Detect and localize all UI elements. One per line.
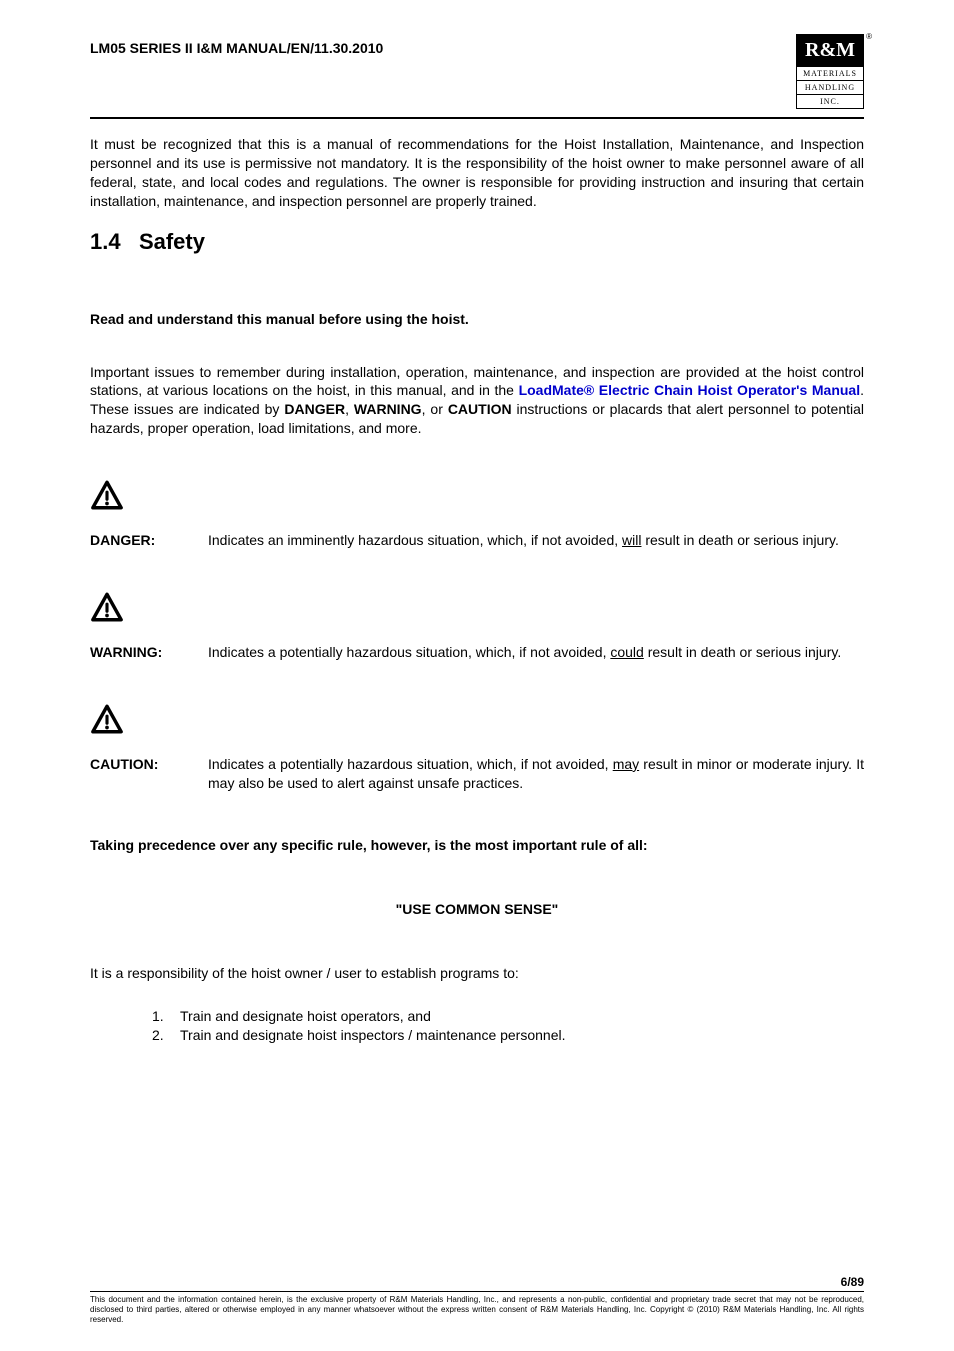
program-list: 1.Train and designate hoist operators, a… — [90, 1007, 864, 1046]
important-issues-paragraph: Important issues to remember during inst… — [90, 363, 864, 439]
common-sense-rule: "USE COMMON SENSE" — [90, 901, 864, 917]
page-header: LM05 SERIES II I&M MANUAL/EN/11.30.2010 … — [90, 34, 864, 109]
hazard-text: Indicates an imminently hazardous situat… — [208, 531, 864, 550]
hazard-definition: DANGER: Indicates an imminently hazardou… — [90, 478, 864, 550]
hazard-label: CAUTION: — [90, 755, 208, 793]
warning-icon — [90, 478, 124, 512]
hazard-text: Indicates a potentially hazardous situat… — [208, 755, 864, 793]
section-heading: 1.4 Safety — [90, 229, 864, 255]
hazard-label: DANGER: — [90, 531, 208, 550]
header-rule — [90, 117, 864, 119]
page-number: 6/89 — [90, 1275, 864, 1289]
logo-brand: R&M — [796, 34, 864, 67]
section-number: 1.4 — [90, 229, 121, 254]
warning-icon — [90, 702, 124, 736]
precedence-line: Taking precedence over any specific rule… — [90, 837, 864, 853]
responsibility-line: It is a responsibility of the hoist owne… — [90, 965, 864, 981]
page-footer: 6/89 This document and the information c… — [90, 1275, 864, 1325]
read-instruction: Read and understand this manual before u… — [90, 311, 864, 327]
hazard-text: Indicates a potentially hazardous situat… — [208, 643, 864, 662]
list-item: 1.Train and designate hoist operators, a… — [152, 1007, 864, 1027]
section-title: Safety — [139, 229, 205, 254]
document-title: LM05 SERIES II I&M MANUAL/EN/11.30.2010 — [90, 34, 383, 56]
logo-line-2: HANDLING — [796, 81, 864, 95]
company-logo: ® R&M MATERIALS HANDLING INC. — [796, 34, 864, 109]
warning-icon — [90, 590, 124, 624]
hazard-definition: WARNING: Indicates a potentially hazardo… — [90, 590, 864, 662]
footer-disclaimer: This document and the information contai… — [90, 1295, 864, 1325]
footer-rule — [90, 1291, 864, 1292]
operators-manual-link[interactable]: LoadMate® Electric Chain Hoist Operator'… — [519, 382, 861, 398]
list-item: 2.Train and designate hoist inspectors /… — [152, 1026, 864, 1046]
hazard-label: WARNING: — [90, 643, 208, 662]
hazard-definition: CAUTION: Indicates a potentially hazardo… — [90, 702, 864, 793]
logo-line-3: INC. — [796, 95, 864, 109]
registered-mark: ® — [866, 32, 872, 41]
intro-paragraph: It must be recognized that this is a man… — [90, 135, 864, 211]
logo-line-1: MATERIALS — [796, 67, 864, 81]
